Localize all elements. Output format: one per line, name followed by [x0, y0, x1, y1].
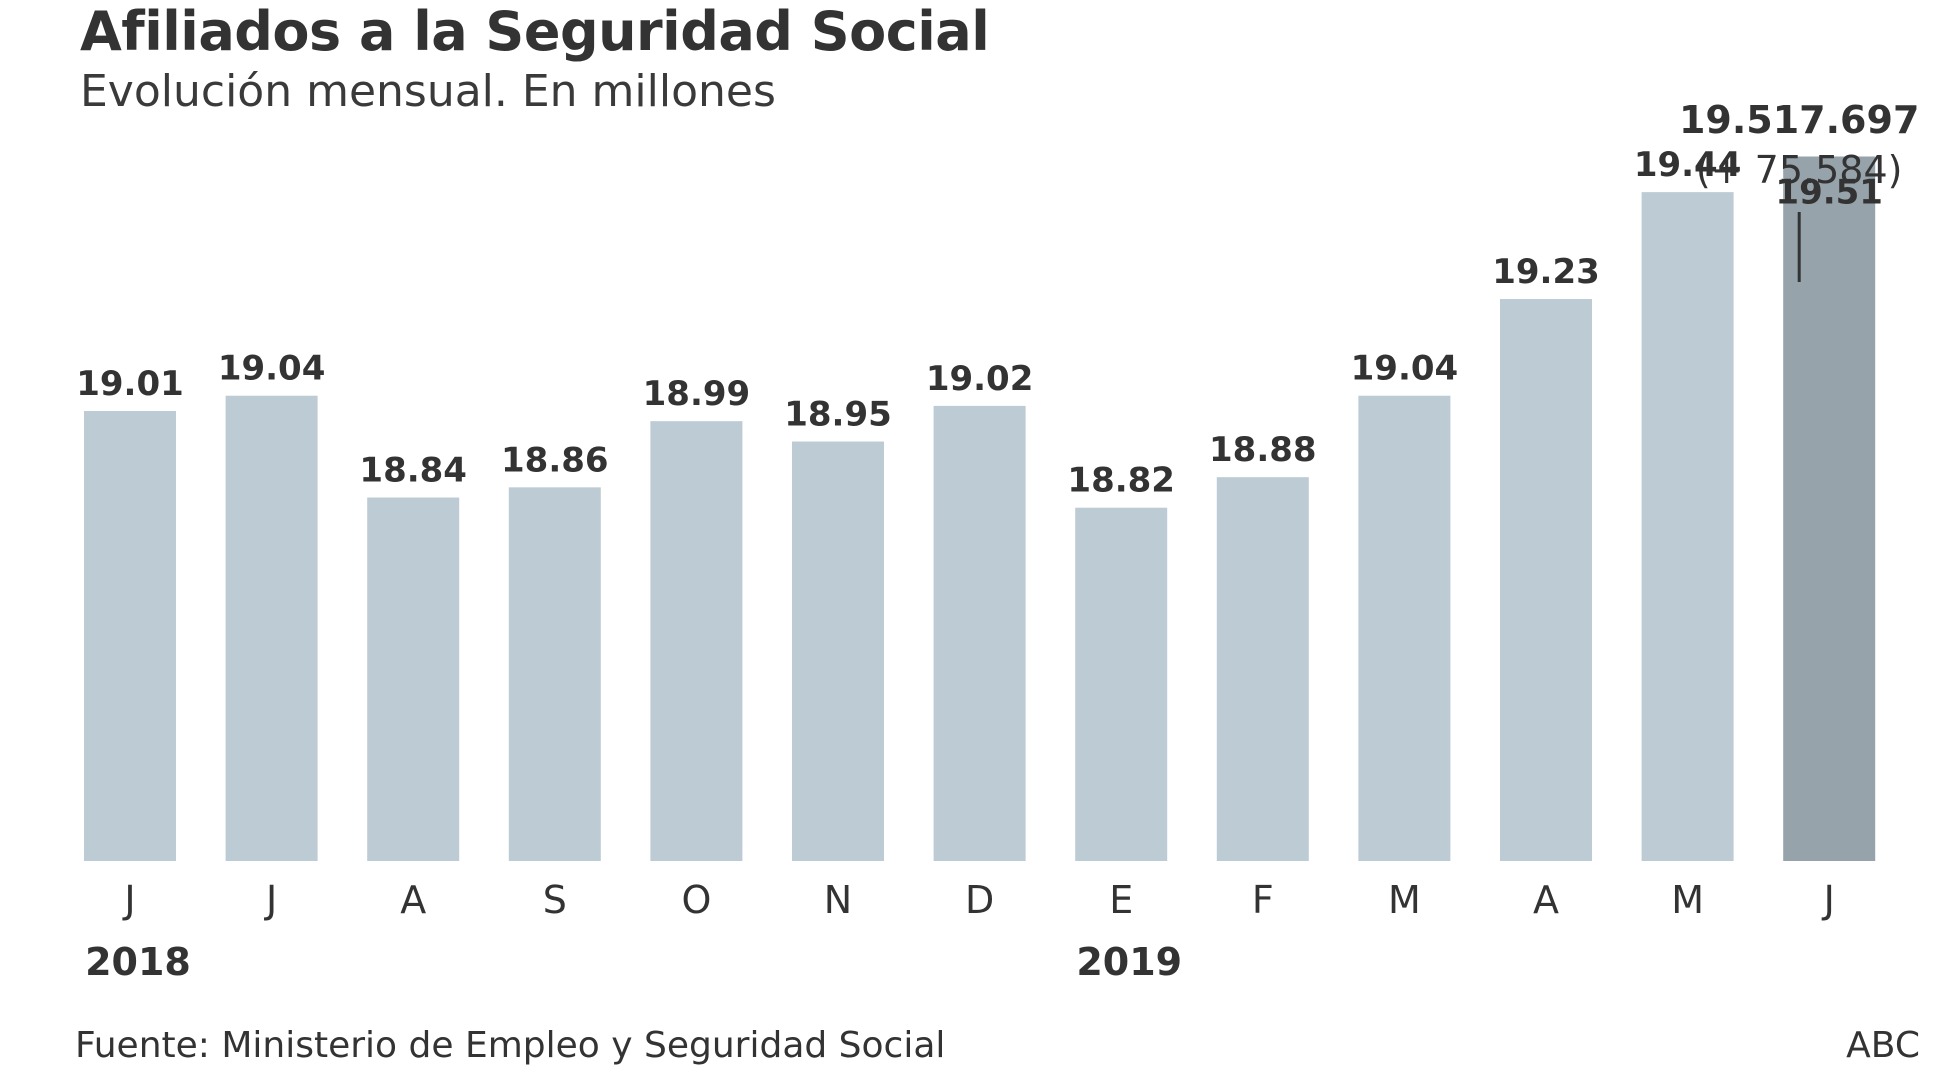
- bar-value-label: 19.51: [1775, 173, 1883, 213]
- bar-12: [1641, 192, 1734, 861]
- brand-label: ABC: [1846, 1025, 1920, 1066]
- bar-value-label: 19.04: [1351, 349, 1459, 389]
- bar-2: [225, 395, 318, 861]
- bar-value-label: 19.02: [926, 359, 1034, 399]
- bars-group: [84, 156, 1876, 861]
- bar-value-label: 18.99: [643, 374, 751, 414]
- bar-7: [933, 405, 1026, 861]
- bar-value-label: 18.95: [784, 395, 892, 435]
- bar-13: [1783, 156, 1876, 861]
- x-tick-label: M: [1388, 878, 1421, 922]
- x-tick-label: M: [1671, 878, 1704, 922]
- x-tick-label: J: [1822, 878, 1835, 922]
- x-tick-label: A: [1533, 878, 1559, 922]
- bar-value-label: 19.44: [1634, 145, 1742, 185]
- bar-3: [367, 497, 460, 861]
- x-tick-label: N: [824, 878, 852, 922]
- callout-group: 19.517.697 (+ 75.584): [1679, 98, 1919, 282]
- callout-delta-label: (+ 75.584): [1696, 148, 1903, 192]
- bar-11: [1500, 299, 1592, 861]
- bar-9: [1216, 477, 1309, 861]
- year-label-2018: 2018: [85, 940, 191, 984]
- x-tick-label: S: [543, 878, 567, 922]
- source-note: Fuente: Ministerio de Empleo y Seguridad…: [75, 1025, 946, 1066]
- bar-8: [1075, 507, 1168, 861]
- year-label-2019: 2019: [1076, 940, 1182, 984]
- bar-value-label: 18.84: [359, 451, 467, 491]
- chart-subtitle: Evolución mensual. En millones: [80, 66, 776, 117]
- bar-4: [508, 487, 601, 861]
- callout-total-label: 19.517.697: [1679, 98, 1919, 142]
- x-tick-label: D: [965, 878, 994, 922]
- bar-value-label: 18.86: [501, 440, 609, 480]
- bar-value-label: 18.88: [1209, 430, 1317, 470]
- x-tick-label: O: [681, 878, 711, 922]
- x-tick-label: J: [264, 878, 277, 922]
- value-labels-group: 19.01 19.04 18.84 18.86 18.99 18.95 19.02 18.82…: [76, 145, 1883, 501]
- bar-6: [792, 441, 884, 861]
- x-tick-label: A: [400, 878, 426, 922]
- x-tick-label: F: [1252, 878, 1274, 922]
- bar-value-label: 19.23: [1492, 252, 1600, 292]
- bar-value-label: 19.01: [76, 364, 184, 404]
- year-labels-group: 2018 2019: [85, 940, 1182, 984]
- bar-1: [84, 411, 176, 861]
- bar-value-label: 19.04: [218, 349, 326, 389]
- chart-title: Afiliados a la Seguridad Social: [80, 0, 990, 63]
- x-tick-label: J: [122, 878, 135, 922]
- bar-5: [650, 421, 743, 861]
- x-tick-label: E: [1109, 878, 1133, 922]
- bar-10: [1358, 395, 1451, 861]
- bar-value-label: 18.82: [1067, 461, 1175, 501]
